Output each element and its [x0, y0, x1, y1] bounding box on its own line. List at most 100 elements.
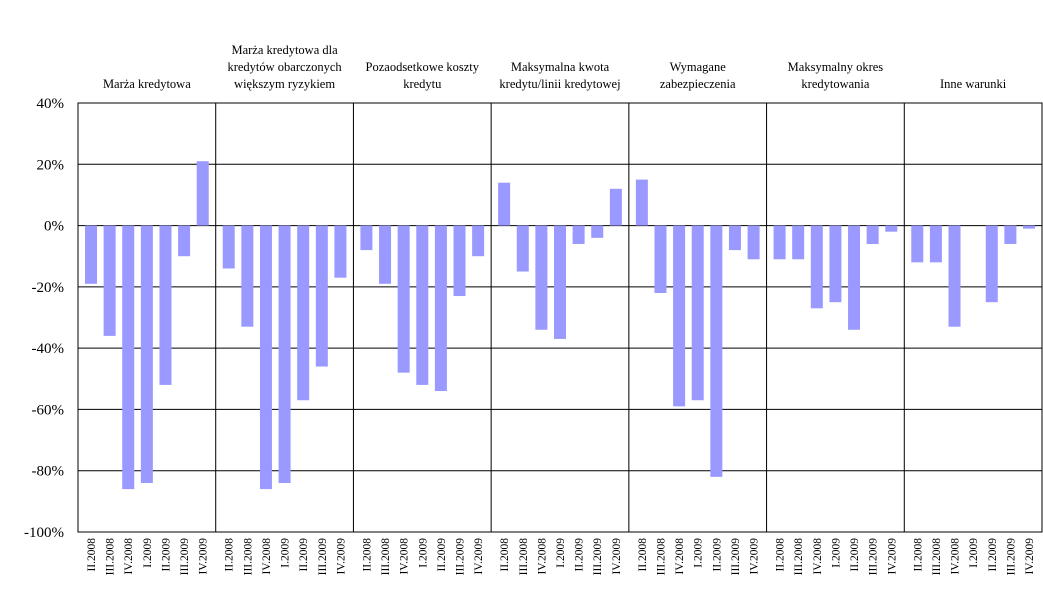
bar: [691, 225, 704, 401]
bar: [297, 225, 310, 401]
bar: [379, 225, 392, 284]
bar: [591, 225, 604, 238]
x-tick-label: IV.2009: [611, 538, 623, 575]
bar: [654, 225, 667, 293]
bar: [140, 225, 153, 483]
bar: [773, 225, 786, 260]
panel-title: Maksymalna kwota kredytu/linii kredytowe…: [499, 60, 621, 91]
x-tick-label: III.2009: [317, 538, 329, 576]
x-tick-label: II.2009: [987, 538, 999, 572]
bar: [122, 225, 135, 490]
x-tick-label: II.2008: [499, 538, 511, 572]
x-tick-label: III.2009: [455, 538, 467, 576]
x-tick-label: IV.2009: [886, 538, 898, 575]
x-tick-label: II.2008: [86, 538, 98, 572]
y-tick-label: -20%: [32, 280, 65, 296]
x-tick-label: II.2009: [436, 538, 448, 572]
x-tick-label: II.2009: [160, 538, 172, 572]
bar: [222, 225, 235, 269]
x-tick-label: IV.2009: [1024, 538, 1036, 575]
y-tick-label: -40%: [32, 341, 65, 357]
x-tick-label: III.2008: [655, 538, 667, 576]
bar: [572, 225, 585, 244]
x-tick-label: I.2009: [830, 538, 842, 568]
bar: [472, 225, 485, 257]
x-tick-label: II.2009: [711, 538, 723, 572]
bar: [792, 225, 805, 260]
panel-title: Maksymalny okres kredytowania: [787, 60, 884, 91]
x-tick-label: II.2009: [849, 538, 861, 572]
panel-title: Wymagane zabezpieczenia: [659, 60, 736, 91]
x-tick-label: III.2009: [730, 538, 742, 576]
bar: [315, 225, 328, 367]
x-tick-label: III.2008: [380, 538, 392, 576]
bar: [434, 225, 447, 392]
x-tick-label: IV.2008: [536, 538, 548, 575]
x-tick-label: III.2009: [1005, 538, 1017, 576]
bar: [453, 225, 466, 297]
bar: [728, 225, 741, 251]
x-tick-label: II.2008: [361, 538, 373, 572]
x-tick-label: IV.2009: [198, 538, 210, 575]
bar: [747, 225, 760, 260]
bar: [848, 225, 861, 330]
y-tick-label: 20%: [37, 157, 65, 173]
bar: [360, 225, 373, 251]
bar: [885, 225, 898, 232]
bar: [259, 225, 272, 490]
y-tick-label: 0%: [44, 219, 64, 235]
panel-title: Pozaodsetkowe koszty kredytu: [365, 60, 480, 91]
x-tick-label: I.2009: [417, 538, 429, 568]
x-tick-label: II.2008: [912, 538, 924, 572]
x-tick-label: III.2009: [179, 538, 191, 576]
bar: [635, 179, 648, 226]
bar: [554, 225, 566, 339]
x-tick-label: I.2009: [555, 538, 567, 568]
x-tick-label: I.2009: [693, 538, 705, 568]
x-tick-label: III.2008: [105, 538, 117, 576]
panel-title: Marża kredytowa dla kredytów obarczonych…: [227, 43, 342, 91]
x-tick-label: III.2008: [793, 538, 805, 576]
bar: [710, 225, 723, 477]
bar: [1023, 225, 1035, 229]
plot-frame: [77, 102, 1043, 533]
panel-title: Marża kredytowa: [102, 77, 191, 91]
bar: [397, 225, 410, 373]
y-tick-label: -60%: [32, 402, 65, 418]
x-tick-label: IV.2008: [399, 538, 411, 575]
bar: [278, 225, 291, 483]
y-tick-label: -80%: [32, 464, 65, 480]
x-tick-label: III.2008: [518, 538, 530, 576]
bar: [85, 225, 97, 284]
bar: [673, 225, 686, 407]
bar: [985, 225, 998, 303]
bar: [948, 225, 961, 327]
bar: [241, 225, 254, 327]
x-tick-label: III.2008: [931, 538, 943, 576]
y-tick-label: -100%: [24, 525, 64, 541]
x-tick-label: III.2009: [592, 538, 604, 576]
bar: [609, 188, 622, 226]
bar: [159, 225, 172, 385]
x-tick-label: II.2008: [775, 538, 787, 572]
x-tick-label: I.2009: [142, 538, 154, 568]
bar: [196, 161, 209, 226]
panel-title: Inne warunki: [939, 77, 1007, 91]
x-tick-label: I.2009: [968, 538, 980, 568]
x-tick-label: II.2009: [298, 538, 310, 572]
y-tick-label: 40%: [37, 96, 65, 112]
bar: [334, 225, 347, 278]
bar: [178, 225, 191, 257]
x-tick-label: IV.2009: [473, 538, 485, 575]
x-tick-label: I.2009: [280, 538, 292, 568]
bar: [911, 225, 924, 263]
bar: [535, 225, 548, 330]
x-tick-label: IV.2009: [749, 538, 761, 575]
bar: [810, 225, 823, 309]
x-tick-label: III.2009: [868, 538, 880, 576]
bar: [1004, 225, 1017, 244]
bar: [416, 225, 429, 385]
bar: [866, 225, 879, 244]
